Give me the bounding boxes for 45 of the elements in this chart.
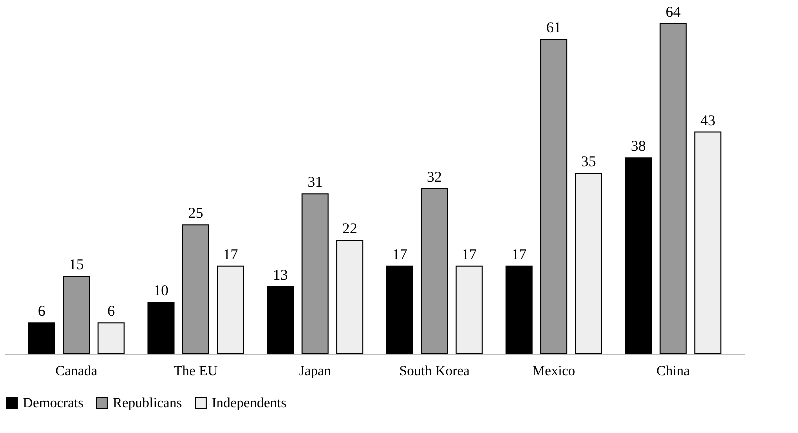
bar [336,240,364,354]
data-label: 31 [308,175,323,192]
bar [182,224,210,354]
data-label: 17 [392,247,408,264]
legend-label: Independents [212,396,287,412]
bar [217,266,244,354]
bar [575,173,602,354]
data-label: 17 [512,247,528,264]
data-label: 38 [631,139,646,156]
data-label: 6 [108,304,116,320]
bar [456,266,483,354]
x-tick-label: Canada [56,364,98,380]
bar [625,158,652,354]
data-label: 32 [427,170,442,186]
x-tick-label: South Korea [399,364,471,380]
bar [98,322,125,354]
bar [267,286,294,354]
legend-label: Democrats [23,396,84,412]
data-label: 25 [188,206,204,222]
bar [302,194,329,354]
x-tick-label: Mexico [532,364,576,380]
data-label: 13 [273,268,288,284]
data-label: 22 [342,222,358,238]
bar [63,276,90,354]
data-label: 43 [700,113,716,130]
data-label: 10 [154,283,169,300]
bar [540,38,568,354]
data-label: 64 [666,5,682,21]
x-tick-label: The EU [174,364,218,380]
bar [660,24,687,354]
bar [148,302,175,354]
bar [506,266,533,354]
x-tick-label: Japan [299,364,332,380]
bar [28,322,56,354]
bar [386,266,414,354]
data-label: 6 [38,304,46,320]
legend-label: Republicans [113,396,182,412]
x-tick-label: China [656,364,691,380]
data-label: 61 [546,20,562,36]
data-label: 17 [462,247,478,264]
bar [421,188,448,354]
data-label: 35 [581,154,596,171]
data-label: 17 [223,247,239,264]
data-label: 15 [69,258,84,274]
bar [694,132,722,354]
